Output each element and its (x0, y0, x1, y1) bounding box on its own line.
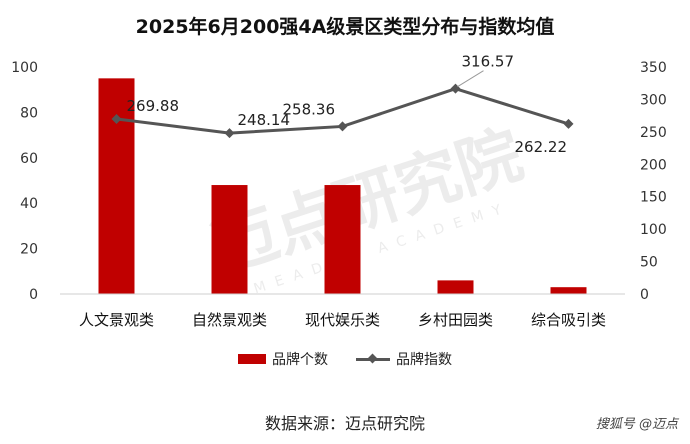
y-right-tick-label: 0 (640, 287, 649, 303)
y-left-tick-label: 80 (20, 105, 38, 121)
legend-bar-label: 品牌个数 (272, 352, 328, 368)
chart-title: 2025年6月200强4A级景区类型分布与指数均值 (135, 16, 555, 38)
index-point (224, 128, 235, 139)
y-left-tick-label: 100 (11, 60, 38, 76)
bar-现代娱乐类 (324, 185, 361, 294)
y-left-tick-label: 60 (20, 151, 38, 167)
x-axis-categories: 人文景观类 自然景观类 现代娱乐类 乡村田园类 综合吸引类 (79, 311, 606, 329)
y-right-tick-label: 50 (640, 255, 658, 271)
bar-乡村田园类 (437, 280, 474, 294)
y-right-tick-label: 300 (640, 92, 667, 108)
y-right-tick-label: 150 (640, 190, 667, 206)
x-category-label: 综合吸引类 (531, 311, 606, 329)
index-data-label: 262.22 (515, 138, 568, 156)
y-right-axis: 0 50 100 150 200 250 300 350 (640, 60, 667, 303)
legend: 品牌个数 品牌指数 (0, 349, 690, 369)
x-category-label: 人文景观类 (79, 311, 154, 329)
y-left-tick-label: 40 (20, 196, 38, 212)
bar-自然景观类 (211, 185, 248, 294)
x-category-label: 现代娱乐类 (305, 311, 380, 329)
index-point (337, 121, 348, 132)
y-right-tick-label: 200 (640, 157, 667, 173)
source-note: 数据来源：迈点研究院 (264, 414, 425, 433)
y-left-axis: 0 20 40 60 80 100 (11, 60, 38, 303)
line-series (111, 83, 574, 139)
legend-bar-swatch (238, 354, 266, 364)
bar-综合吸引类 (550, 287, 587, 294)
x-category-label: 乡村田园类 (418, 311, 493, 329)
platform-badge: 搜狐号 @迈点 (595, 417, 678, 432)
legend-line-swatch (356, 354, 390, 364)
index-data-label: 258.36 (283, 100, 336, 118)
y-right-tick-label: 250 (640, 125, 667, 141)
legend-line-label: 品牌指数 (396, 352, 452, 368)
index-data-label: 316.57 (462, 53, 515, 71)
y-left-tick-label: 0 (29, 287, 38, 303)
y-right-tick-label: 100 (640, 222, 667, 238)
label-leader-line (457, 70, 484, 88)
index-data-label: 269.88 (127, 97, 180, 115)
bar-series (98, 78, 587, 294)
x-category-label: 自然景观类 (192, 311, 267, 329)
legend-item-line: 品牌指数 (356, 349, 452, 369)
y-left-tick-label: 20 (20, 242, 38, 258)
index-point (563, 118, 574, 129)
index-point (111, 113, 122, 124)
y-right-tick-label: 350 (640, 60, 667, 76)
index-data-label: 248.14 (238, 111, 291, 129)
legend-item-bar: 品牌个数 (238, 349, 328, 369)
